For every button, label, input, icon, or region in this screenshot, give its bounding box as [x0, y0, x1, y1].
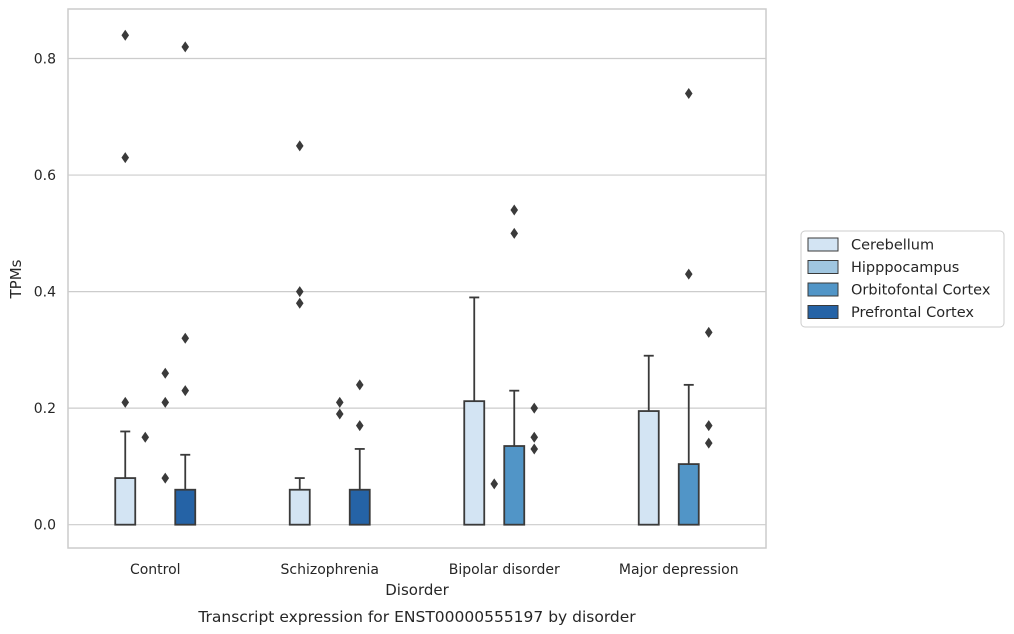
outlier-point: [121, 396, 130, 408]
outlier-point: [335, 408, 344, 420]
outlier-point: [510, 204, 519, 216]
bar: [174, 488, 197, 526]
outlier-point: [181, 385, 190, 397]
chart-caption: Transcript expression for ENST0000055519…: [197, 608, 636, 626]
bar: [114, 477, 137, 526]
outlier-point: [295, 297, 304, 309]
outlier-point: [684, 87, 693, 99]
outlier-point: [530, 402, 539, 414]
x-tick-label: Control: [130, 562, 181, 578]
bar: [637, 410, 660, 526]
y-axis-label: TPMs: [7, 259, 25, 299]
y-tick-label: 0.4: [34, 285, 56, 301]
outlier-point: [704, 420, 713, 432]
legend-swatch: [807, 305, 839, 319]
outlier-point: [295, 140, 304, 152]
plot-frame: [67, 8, 767, 549]
outlier-point: [704, 437, 713, 449]
outlier-point: [684, 268, 693, 280]
outlier-point: [121, 152, 130, 164]
bars: [114, 29, 713, 526]
outlier-point: [121, 29, 130, 41]
x-tick-label: Bipolar disorder: [449, 562, 560, 578]
bar: [463, 400, 486, 526]
outlier-point: [510, 227, 519, 239]
outlier-point: [335, 396, 344, 408]
outlier-point: [181, 332, 190, 344]
legend-swatch: [807, 237, 839, 252]
y-tick-label: 0.6: [34, 168, 56, 184]
outlier-point: [161, 472, 170, 484]
outlier-point: [181, 41, 190, 53]
outlier-point: [141, 431, 150, 443]
legend-label: Cerebellum: [851, 238, 934, 254]
bar: [503, 445, 526, 526]
outlier-point: [161, 367, 170, 379]
legend-label: Hipppocampus: [851, 260, 959, 276]
outlier-point: [530, 431, 539, 443]
legend-swatch: [807, 260, 839, 274]
legend: Cerebellum Hipppocampus Orbitofontal Corte…: [800, 230, 1005, 328]
bar: [288, 488, 311, 526]
outlier-point: [161, 396, 170, 408]
x-axis: Control Schizophrenia Bipolar disorder Majo…: [130, 562, 739, 578]
outlier-point: [295, 286, 304, 298]
bar: [348, 488, 371, 526]
y-axis: 0.0 0.2 0.4 0.6 0.8: [34, 52, 56, 534]
legend-frame: [800, 230, 1005, 328]
outlier-point: [530, 443, 539, 455]
outlier-point: [490, 478, 499, 490]
y-tick-label: 0.0: [34, 518, 56, 534]
x-axis-label: Disorder: [385, 581, 449, 599]
legend-swatch: [807, 282, 839, 297]
bar: [677, 463, 700, 526]
y-tick-label: 0.2: [34, 401, 56, 417]
legend-label: Orbitofontal Cortex: [851, 283, 991, 299]
x-tick-label: Major depression: [619, 562, 739, 578]
outlier-point: [355, 420, 364, 432]
outlier-point: [704, 326, 713, 338]
x-tick-label: Schizophrenia: [281, 562, 379, 578]
legend-label: Prefrontal Cortex: [851, 305, 974, 321]
y-tick-label: 0.8: [34, 52, 56, 68]
outlier-point: [355, 379, 364, 391]
